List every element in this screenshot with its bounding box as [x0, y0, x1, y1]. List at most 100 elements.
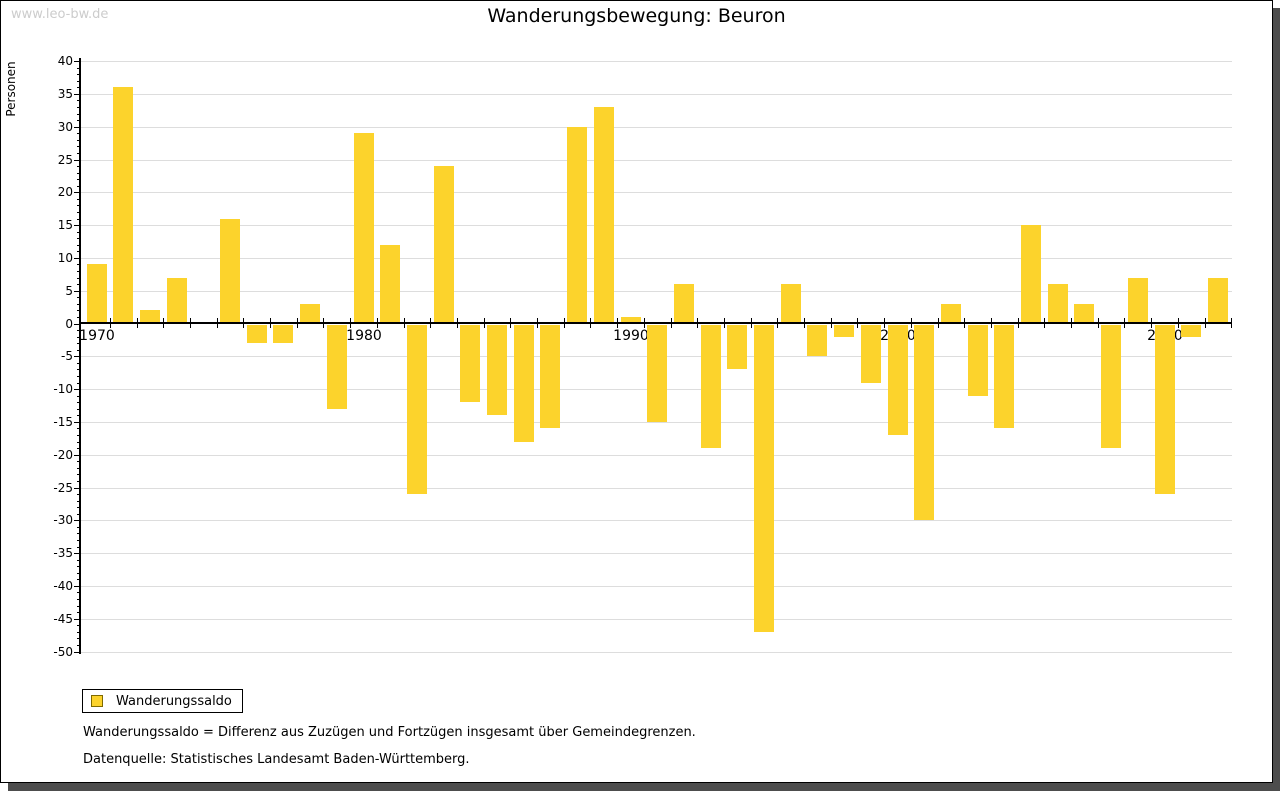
x-tick-1989 [617, 318, 618, 328]
footnote-definition: Wanderungssaldo = Differenz aus Zuzügen … [83, 725, 696, 740]
x-tick-1983 [457, 318, 458, 328]
bar-2011 [1181, 325, 1201, 337]
bar-1971 [113, 87, 133, 322]
frame-shadow-bottom [8, 783, 1280, 791]
bar-1995 [754, 325, 774, 632]
bar-2000 [888, 325, 908, 435]
y-major-tick-15 [74, 225, 81, 226]
gridline--15 [81, 422, 1232, 423]
x-tick-2007 [1098, 318, 1099, 328]
x-tick-2002 [964, 318, 965, 328]
gridline--45 [81, 619, 1232, 620]
bar-2009 [1128, 278, 1148, 322]
y-major-tick-35 [74, 94, 81, 95]
watermark-text: www.leo-bw.de [11, 7, 109, 22]
x-tick-1994 [751, 318, 752, 328]
x-tick-1979 [350, 318, 351, 328]
x-tick-1971 [137, 318, 138, 328]
y-major-tick-30 [74, 127, 81, 128]
x-axis-zero-line [79, 322, 1232, 324]
x-tick-1998 [857, 318, 858, 328]
bar-1972 [140, 310, 160, 322]
bar-1988 [567, 127, 587, 322]
x-tick-2001 [938, 318, 939, 328]
gridline-5 [81, 291, 1232, 292]
x-tick-label-1970: 1970 [79, 327, 115, 344]
y-major-tick--45 [74, 619, 81, 620]
bar-1994 [727, 325, 747, 369]
gridline-35 [81, 94, 1232, 95]
y-major-tick--30 [74, 520, 81, 521]
bar-2005 [1021, 225, 1041, 322]
y-major-tick--20 [74, 455, 81, 456]
x-tick-1976 [270, 318, 271, 328]
y-tick-label--35: -35 [53, 546, 73, 560]
bar-2010 [1155, 325, 1175, 494]
y-tick-label-20: 20 [57, 185, 73, 199]
bar-2001 [914, 325, 934, 520]
y-major-tick--50 [74, 652, 81, 653]
bar-1977 [273, 325, 293, 343]
x-tick-2004 [1018, 318, 1019, 328]
y-major-tick-25 [74, 160, 81, 161]
x-tick-1970 [110, 318, 111, 328]
x-tick-2011 [1205, 318, 1206, 328]
x-tick-1997 [831, 318, 832, 328]
y-major-tick-0 [74, 324, 81, 325]
x-tick-2010 [1178, 318, 1179, 328]
bar-2002 [941, 304, 961, 322]
gridline--20 [81, 455, 1232, 456]
bar-2008 [1101, 325, 1121, 448]
bar-1976 [247, 325, 267, 343]
footnote-source: Datenquelle: Statistisches Landesamt Bad… [83, 752, 470, 767]
bar-1996 [781, 284, 801, 322]
bar-1982 [407, 325, 427, 494]
x-tick-1977 [297, 318, 298, 328]
bar-1991 [647, 325, 667, 422]
bar-1984 [460, 325, 480, 402]
x-tick-1978 [323, 318, 324, 328]
x-tick-1988 [590, 318, 591, 328]
x-tick-1987 [564, 318, 565, 328]
gridline-25 [81, 160, 1232, 161]
x-tick-2006 [1071, 318, 1072, 328]
x-tick-1986 [537, 318, 538, 328]
y-major-tick-40 [74, 61, 81, 62]
gridline-20 [81, 192, 1232, 193]
y-major-tick--35 [74, 553, 81, 554]
x-tick-1993 [724, 318, 725, 328]
bar-1970 [87, 264, 107, 322]
x-tick-2009 [1151, 318, 1152, 328]
x-tick-2008 [1124, 318, 1125, 328]
y-major-tick--15 [74, 422, 81, 423]
y-tick-label--20: -20 [53, 448, 73, 462]
legend-swatch-icon [91, 695, 103, 707]
legend-box: Wanderungssaldo [82, 689, 243, 713]
x-tick-1974 [217, 318, 218, 328]
bar-1987 [540, 325, 560, 428]
bar-1986 [514, 325, 534, 442]
bar-1981 [380, 245, 400, 322]
x-tick-1996 [804, 318, 805, 328]
bar-1999 [861, 325, 881, 383]
y-tick-label--50: -50 [53, 645, 73, 659]
y-tick-label--30: -30 [53, 513, 73, 527]
y-major-tick--40 [74, 586, 81, 587]
x-tick-label-1980: 1980 [346, 327, 382, 344]
x-tick-1975 [243, 318, 244, 328]
y-tick-label-35: 35 [57, 87, 73, 101]
bar-1990 [621, 317, 641, 322]
bar-1997 [807, 325, 827, 356]
y-major-tick--10 [74, 389, 81, 390]
y-tick-label-25: 25 [57, 153, 73, 167]
bar-1993 [701, 325, 721, 448]
x-tick-1981 [404, 318, 405, 328]
x-tick-1991 [671, 318, 672, 328]
gridline--40 [81, 586, 1232, 587]
x-tick-1972 [163, 318, 164, 328]
y-tick-label-15: 15 [57, 218, 73, 232]
gridline-40 [81, 61, 1232, 62]
x-tick-2012 [1231, 318, 1232, 328]
x-tick-1995 [777, 318, 778, 328]
